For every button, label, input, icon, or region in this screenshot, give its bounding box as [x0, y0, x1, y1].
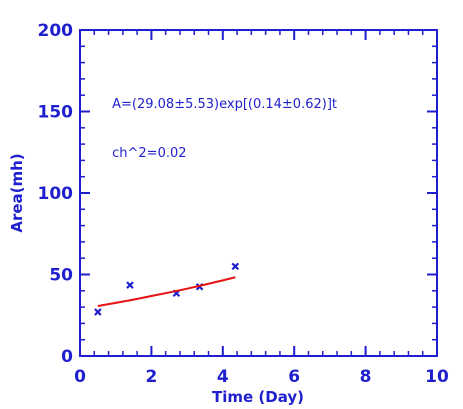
y-tick-label: 100	[38, 184, 74, 204]
y-tick-label: 50	[49, 266, 73, 286]
y-tick-label: 200	[38, 21, 74, 41]
data-point	[126, 281, 134, 289]
data-point-stroke	[231, 262, 240, 271]
data-point	[94, 308, 102, 316]
axis-ticks	[79, 29, 438, 357]
plot-frame	[79, 29, 438, 357]
data-point-stroke	[94, 308, 102, 316]
chi-square-label: ch^2=0.02	[112, 146, 186, 161]
data-point-stroke	[126, 281, 134, 289]
x-tick-label: 0	[74, 367, 86, 387]
x-tick-label: 2	[145, 367, 157, 387]
x-tick-label: 6	[288, 367, 300, 387]
x-axis-title: Time (Day)	[212, 388, 304, 406]
fit-equation: A=(29.08±5.53)exp[(0.14±0.62)]t	[112, 97, 337, 112]
x-tick-label: 8	[360, 367, 372, 387]
fit-curve	[97, 276, 236, 307]
x-tick-label: 10	[425, 367, 449, 387]
data-point	[231, 262, 240, 271]
y-tick-label: 0	[61, 347, 73, 367]
y-axis-title: Area(mh)	[8, 153, 26, 232]
x-tick-label: 4	[217, 367, 229, 387]
y-tick-label: 150	[38, 103, 74, 123]
data-series	[94, 262, 240, 316]
